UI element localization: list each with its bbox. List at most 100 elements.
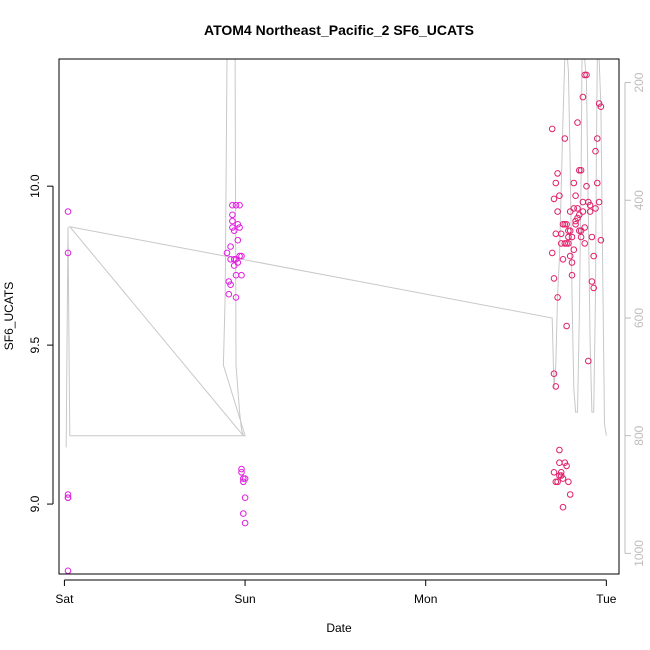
- data-point: [568, 259, 576, 266]
- series-line: [65, 59, 607, 448]
- data-point: [574, 119, 581, 126]
- y-tick-label: 9.0: [28, 495, 42, 512]
- data-point: [594, 135, 601, 142]
- data-point: [581, 240, 589, 247]
- data-point: [64, 208, 72, 215]
- data-point: [565, 478, 572, 486]
- data-point: [240, 475, 247, 482]
- y2-tick-label: 1000: [632, 540, 646, 567]
- data-point: [576, 167, 583, 174]
- data-point: [577, 167, 585, 174]
- data-point: [572, 192, 579, 199]
- data-point: [236, 252, 243, 260]
- chart-title: ATOM4 Northeast_Pacific_2 SF6_UCATS: [204, 22, 474, 38]
- data-point: [556, 446, 563, 454]
- data-point: [574, 205, 581, 212]
- data-point: [550, 469, 558, 476]
- data-point: [550, 275, 558, 282]
- x-tick-label: Tue: [596, 592, 617, 606]
- data-point: [548, 125, 556, 133]
- data-point: [579, 208, 587, 215]
- data-point: [588, 278, 596, 285]
- data-point: [64, 249, 72, 257]
- data-point: [592, 147, 599, 155]
- data-point: [566, 227, 574, 234]
- point-layer: [64, 71, 605, 574]
- y-tick-label: 9.5: [28, 336, 42, 353]
- data-point: [583, 182, 590, 190]
- data-point: [554, 478, 561, 486]
- data-point: [576, 227, 583, 234]
- data-point: [229, 201, 236, 209]
- data-point: [565, 240, 572, 247]
- data-point: [238, 465, 245, 473]
- data-point: [586, 208, 594, 215]
- data-point: [225, 290, 233, 298]
- data-point: [554, 294, 561, 301]
- data-point: [559, 503, 567, 511]
- data-point: [570, 246, 578, 253]
- data-point: [563, 221, 570, 228]
- x-tick-label: Sun: [234, 592, 255, 606]
- data-point: [592, 205, 599, 212]
- data-point: [583, 71, 590, 79]
- data-point: [559, 221, 567, 228]
- data-point: [561, 221, 569, 228]
- y2-tick-label: 600: [632, 308, 646, 328]
- data-point: [559, 475, 567, 482]
- data-point: [588, 233, 596, 241]
- data-point: [229, 224, 236, 231]
- data-point: [548, 249, 556, 257]
- x-axis: Sat Sun Mon Tue: [55, 579, 617, 606]
- data-point: [64, 491, 72, 498]
- data-point: [240, 510, 247, 517]
- data-point: [577, 233, 585, 241]
- data-point: [557, 469, 565, 476]
- data-point: [563, 462, 570, 470]
- data-point: [581, 224, 589, 231]
- data-point: [568, 233, 576, 241]
- data-point: [236, 201, 243, 209]
- data-point: [557, 230, 565, 238]
- data-point: [590, 252, 598, 260]
- data-point: [581, 71, 589, 79]
- data-point: [595, 100, 603, 107]
- trace-layer: [65, 59, 607, 448]
- data-point: [561, 240, 569, 247]
- data-point: [227, 243, 234, 250]
- data-point: [586, 201, 594, 209]
- data-point: [590, 284, 598, 292]
- y-axis-label: SF6_UCATS: [2, 282, 16, 350]
- data-point: [566, 491, 574, 498]
- data-point: [236, 224, 243, 231]
- y2-tick-label: 400: [632, 190, 646, 210]
- data-point: [552, 179, 560, 187]
- y-tick-label: 10.0: [28, 174, 42, 198]
- y2-tick-label: 200: [632, 72, 646, 92]
- data-point: [240, 478, 247, 486]
- data-point: [234, 236, 242, 244]
- x-axis-label: Date: [326, 621, 352, 635]
- data-point: [597, 103, 605, 110]
- data-point: [574, 214, 581, 222]
- data-point: [234, 259, 242, 266]
- data-point: [225, 278, 233, 285]
- data-point: [552, 478, 560, 486]
- data-point: [565, 227, 572, 234]
- plot-frame: [58, 58, 620, 575]
- data-point: [570, 179, 578, 187]
- data-point: [554, 208, 561, 215]
- data-point: [550, 370, 558, 378]
- data-point: [559, 256, 567, 263]
- data-point: [552, 383, 560, 390]
- data-point: [238, 469, 245, 476]
- data-point: [241, 475, 249, 482]
- y-axis: 9.0 9.5 10.0: [28, 174, 54, 512]
- data-point: [566, 252, 574, 260]
- data-point: [554, 170, 561, 177]
- data-point: [234, 221, 242, 228]
- data-point: [561, 135, 569, 142]
- x-tick-label: Sat: [55, 592, 74, 606]
- data-point: [241, 494, 249, 502]
